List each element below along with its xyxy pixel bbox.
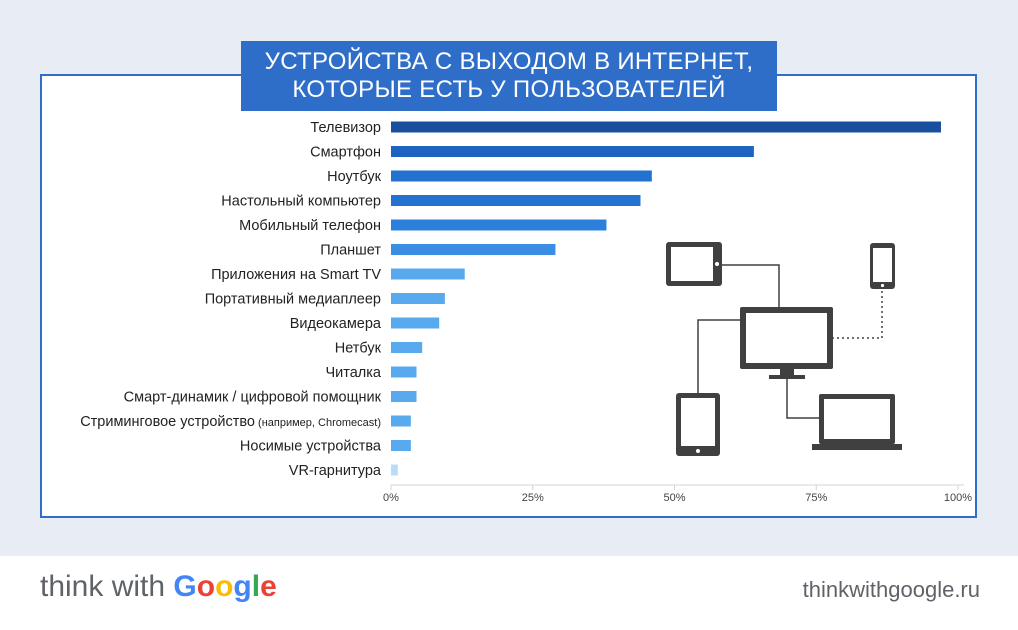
bar (391, 342, 423, 353)
google-wordmark: Google (173, 570, 276, 603)
bars-layer (391, 121, 941, 476)
bar (391, 219, 607, 231)
devices-illustration (666, 242, 902, 456)
bar (391, 440, 411, 451)
x-tick-label: 25% (522, 492, 544, 504)
bar (391, 391, 417, 402)
smartphone-icon (870, 243, 895, 289)
bar (391, 121, 941, 133)
bar (391, 464, 398, 476)
category-label: Видеокамера (290, 316, 382, 332)
connector-line (786, 378, 819, 419)
category-label: Планшет (320, 243, 381, 259)
category-label: Стриминговое устройство (например, Chrom… (80, 414, 381, 430)
google-letter: e (260, 570, 277, 603)
x-tick-label: 50% (663, 492, 685, 504)
bar (391, 366, 417, 378)
category-labels: Телевизор Смартфон Ноутбук Настольный компь… (80, 120, 382, 479)
google-letter: o (196, 570, 216, 603)
tablet-portrait-icon (676, 393, 720, 456)
google-letter: g (233, 570, 252, 603)
chart-title-line-1: УСТРОЙСТВА С ВЫХОДОМ В ИНТЕРНЕТ, (264, 48, 754, 75)
x-axis: 0% 25% 50% 75% 100% (383, 484, 972, 504)
category-label: Нетбук (335, 341, 382, 357)
bar (391, 293, 445, 304)
category-label: Приложения на Smart TV (211, 267, 381, 283)
brand-prefix: think with (40, 570, 174, 603)
bar-chart: Телевизор Смартфон Ноутбук Настольный компь… (80, 120, 972, 504)
category-label: Телевизор (310, 120, 381, 136)
chart-title-line-2: КОТОРЫЕ ЕСТЬ У ПОЛЬЗОВАТЕЛЕЙ (292, 76, 726, 103)
google-letter: G (173, 570, 197, 603)
bar (391, 195, 641, 206)
bar (391, 317, 440, 329)
think-with-google-logo: think with Google (40, 570, 277, 604)
category-label: Носимые устройства (240, 439, 382, 455)
x-tick-label: 75% (805, 492, 827, 504)
category-label: Смарт-динамик / цифровой помощник (124, 390, 382, 406)
tablet-landscape-icon (666, 242, 722, 286)
google-letter: l (251, 570, 261, 603)
connector-line (697, 319, 742, 393)
bar (391, 244, 556, 255)
site-url: thinkwithgoogle.ru (802, 577, 980, 602)
category-label: Читалка (326, 365, 382, 381)
connector-line (722, 264, 780, 309)
category-label: VR-гарнитура (289, 463, 382, 479)
category-label: Портативный медиаплеер (205, 292, 381, 308)
bar (391, 415, 411, 427)
chart-title-box: УСТРОЙСТВА С ВЫХОДОМ В ИНТЕРНЕТ, КОТОРЫЕ… (241, 41, 777, 111)
bar (391, 170, 652, 182)
laptop-icon (812, 394, 902, 450)
category-label: Ноутбук (327, 169, 382, 185)
google-letter: o (215, 570, 234, 603)
connector-dotted-line (832, 290, 883, 339)
x-tick-label: 100% (944, 492, 972, 504)
category-label: Смартфон (310, 145, 381, 161)
x-tick-label: 0% (383, 492, 399, 504)
category-label: Мобильный телефон (239, 218, 381, 234)
footer (0, 556, 1018, 630)
tv-icon (740, 307, 833, 379)
category-label: Настольный компьютер (221, 194, 381, 210)
bar (391, 146, 754, 157)
bar (391, 268, 465, 280)
